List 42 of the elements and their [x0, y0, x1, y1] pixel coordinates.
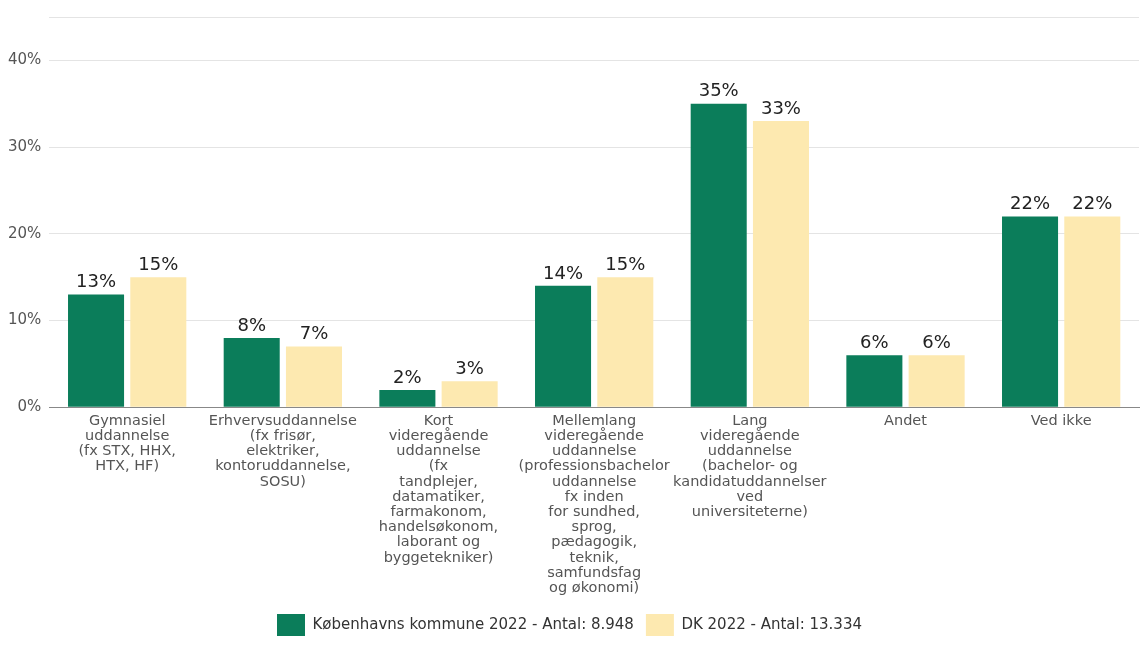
legend-label: Københavns kommune 2022 - Antal: 8.948 [312, 614, 634, 633]
x-tick-label: Gymnasiel uddannelse (fx STX, HHX, HTX, HF) [78, 411, 176, 474]
bar [535, 285, 592, 407]
data-label: 14% [543, 261, 584, 283]
legend-label: DK 2022 - Antal: 13.334 [681, 614, 862, 633]
x-tick-label: Andet [884, 411, 928, 428]
data-label: 2% [393, 365, 422, 387]
y-tick-label: 10% [8, 310, 42, 329]
bar [68, 294, 125, 407]
data-label: 33% [760, 96, 801, 118]
bar [1002, 216, 1059, 407]
data-label: 8% [237, 313, 266, 335]
bar [752, 121, 809, 407]
bar [223, 337, 280, 407]
bar [379, 389, 436, 407]
data-label: 7% [299, 322, 329, 344]
x-tick-label: Erhvervsuddannelse (fx frisør, elektriker, kontoruddannelse, SOSU) [208, 411, 357, 489]
bar [285, 346, 342, 407]
data-label: 35% [698, 79, 739, 101]
x-tick-label: Lang videregående uddannelse (bachelor- og kandidatuddannelser ved universiteterne) [673, 411, 827, 520]
y-tick-label: 30% [8, 136, 42, 155]
data-label: 13% [76, 270, 117, 292]
category-label: Mellemlang videregående uddannelse (professionsbachelor uddannelse fx inden for sundhed, sprog, pædagogik, teknik, samfundsfag og økonomi) [518, 411, 670, 596]
bar [690, 103, 747, 407]
bar [846, 355, 903, 407]
data-label: 15% [605, 252, 646, 274]
data-label: 15% [138, 252, 179, 274]
bar [597, 277, 654, 407]
data-label: 6% [860, 330, 889, 352]
x-tick-label: Ved ikke [1030, 411, 1092, 428]
data-label: 22% [1072, 192, 1113, 214]
bar [441, 381, 498, 407]
bar [1064, 216, 1121, 407]
y-tick-label: 0% [17, 397, 42, 416]
y-tick-label: 40% [8, 50, 42, 69]
bar [130, 277, 187, 407]
data-label: 3% [455, 356, 484, 378]
data-label: 22% [1010, 192, 1051, 214]
bar [908, 355, 965, 407]
y-tick-label: 20% [8, 223, 42, 242]
data-label: 6% [922, 330, 951, 352]
category-label: Kort videregående uddannelse (fx tandplejer, datamatiker, farmakonom, handelsøkonom, laborant og byggetekniker) [378, 411, 499, 565]
